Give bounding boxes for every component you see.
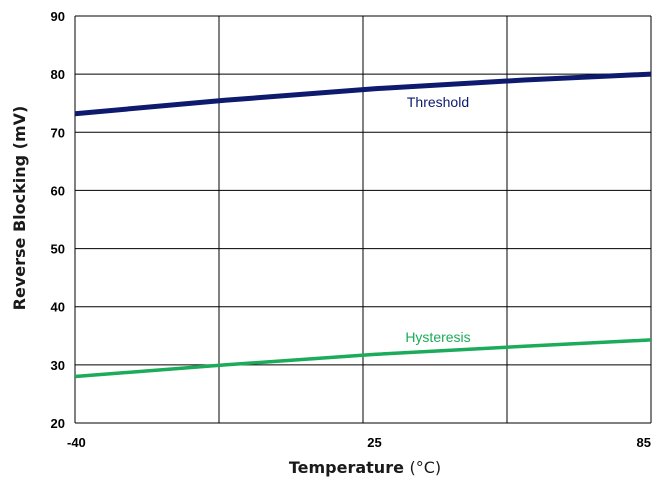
y-tick-label-30: 30 [51, 358, 65, 373]
y-tick-label-90: 90 [51, 9, 65, 24]
series-label-threshold: Threshold [407, 94, 469, 110]
tick-labels: 20 30 40 50 60 70 80 90 -40 25 85 [51, 9, 651, 450]
x-tick-label-neg40: -40 [67, 435, 86, 450]
y-tick-label-80: 80 [51, 67, 65, 82]
y-tick-label-70: 70 [51, 125, 65, 140]
x-axis-title-unit: (°C) [410, 458, 442, 477]
series-line-threshold [74, 71, 652, 117]
series-labels: Threshold Hysteresis [405, 94, 470, 345]
y-tick-label-40: 40 [51, 300, 65, 315]
y-axis-title: Reverse Blocking (mV) [10, 106, 29, 311]
y-tick-label-20: 20 [51, 416, 65, 431]
x-axis-title: Temperature (°C) [289, 458, 441, 477]
y-tick-label-60: 60 [51, 183, 65, 198]
grid [74, 15, 652, 424]
y-tick-label-50: 50 [51, 242, 65, 257]
series-label-hysteresis: Hysteresis [405, 329, 470, 345]
series-line-hysteresis [74, 338, 652, 379]
series-layer [74, 71, 652, 379]
x-tick-label-25: 25 [367, 435, 381, 450]
x-tick-label-85: 85 [637, 435, 651, 450]
x-axis-title-main: Temperature [289, 458, 410, 477]
